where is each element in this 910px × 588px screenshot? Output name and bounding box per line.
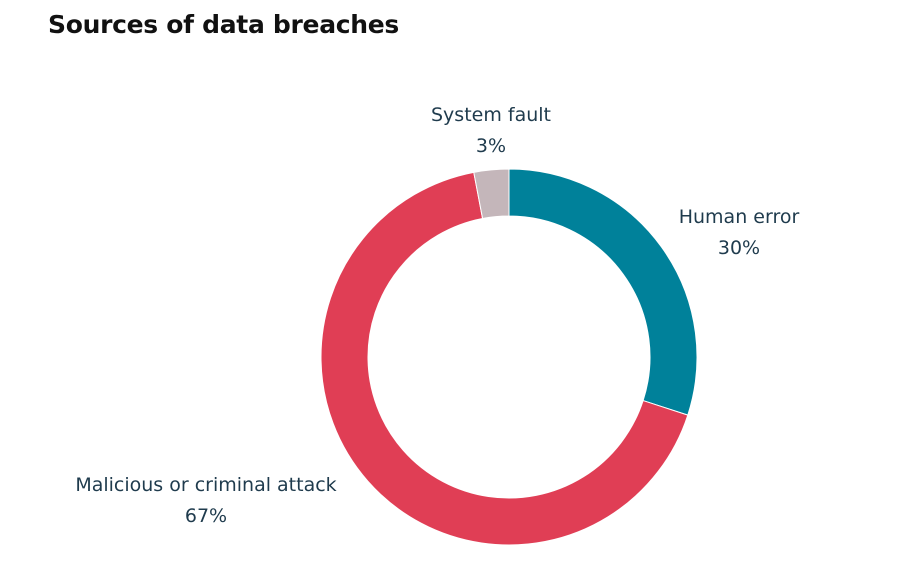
slice-malicious-or-criminal-attack (320, 171, 689, 546)
slice-label-human-error: Human error (679, 206, 800, 228)
slice-label-malicious-attack: Malicious or criminal attack (75, 474, 336, 496)
slice-value-system-fault: 3% (476, 135, 506, 157)
slice-human-error (508, 168, 698, 416)
chart-title: Sources of data breaches (48, 10, 400, 39)
slice-value-human-error: 30% (718, 237, 760, 259)
slice-system-fault (473, 168, 510, 220)
slice-value-malicious-attack: 67% (185, 505, 227, 527)
slice-label-system-fault: System fault (431, 104, 551, 126)
donut-slices (320, 168, 698, 546)
